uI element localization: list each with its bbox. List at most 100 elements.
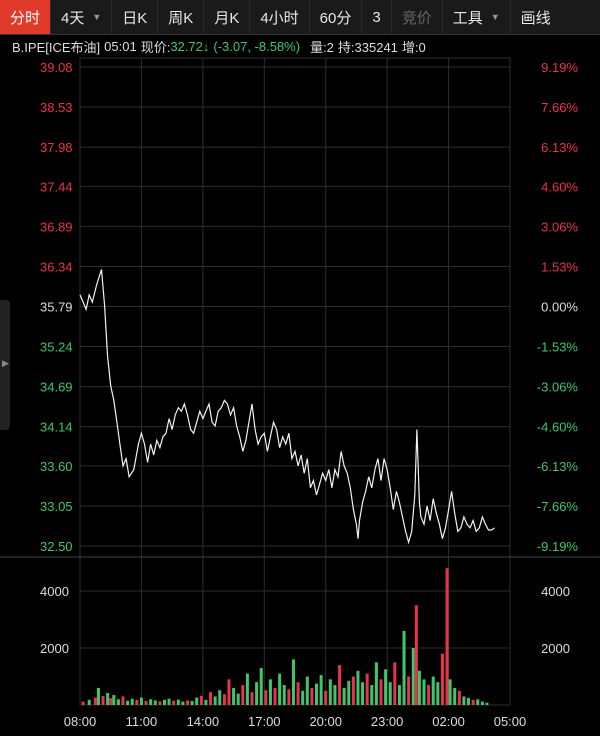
toolbar-button-7[interactable]: 3 <box>362 0 392 34</box>
volume-bar <box>109 698 113 705</box>
caret-down-icon: ▼ <box>92 12 102 22</box>
volume-bar <box>227 679 231 705</box>
volume-bar <box>476 699 480 705</box>
price-tick-label: 34.69 <box>40 380 73 395</box>
toolbar-button-label: 3 <box>372 8 381 26</box>
volume-bar <box>457 690 461 705</box>
volume-bar <box>485 702 489 705</box>
volume-bar <box>379 679 383 705</box>
volume-bar <box>135 699 139 705</box>
side-panel-handle[interactable]: ▶ <box>0 300 10 430</box>
volume-bar <box>87 699 91 705</box>
volume-bar <box>186 700 189 705</box>
volume-bar <box>471 699 475 705</box>
time-tick-label: 14:00 <box>187 714 220 729</box>
percent-tick-label: -7.66% <box>537 499 579 514</box>
percent-tick-label: -3.06% <box>537 380 579 395</box>
volume-bar <box>324 690 328 705</box>
volume-bar <box>422 679 426 705</box>
volume-bar <box>384 669 388 705</box>
quote-time: 05:01 <box>104 38 137 54</box>
volume-bar <box>333 685 337 705</box>
volume-bar <box>93 697 97 705</box>
toolbar-button-2[interactable]: 日K <box>112 0 159 34</box>
price-line <box>79 269 495 545</box>
toolbar-button-6[interactable]: 60分 <box>310 0 363 34</box>
volume-bar <box>445 568 449 705</box>
volume-bar <box>181 701 185 705</box>
volume-bar <box>393 662 397 705</box>
toolbar-button-10[interactable]: 画线 <box>511 0 561 34</box>
time-tick-label: 17:00 <box>248 714 281 729</box>
volume-bar <box>273 687 277 705</box>
volume-bar <box>176 699 180 705</box>
percent-tick-label: 6.13% <box>541 140 578 155</box>
volume-bar <box>319 675 323 705</box>
price-tick-label: 32.50 <box>40 539 73 554</box>
percent-tick-label: -4.60% <box>537 420 579 435</box>
toolbar-button-5[interactable]: 4小时 <box>250 0 310 34</box>
price-tick-label: 39.08 <box>40 60 73 75</box>
volume-bar <box>130 698 134 705</box>
volume-bar <box>139 697 143 705</box>
toolbar-button-label: 4小时 <box>260 9 299 27</box>
volume-bar <box>462 696 466 705</box>
toolbar-button-label: 分时 <box>10 9 41 27</box>
volume-bar <box>347 680 351 705</box>
toolbar-button-9[interactable]: 工具 ▼ <box>443 0 511 34</box>
price-label: 现价: <box>140 39 171 55</box>
volume-bar <box>351 676 355 705</box>
toolbar-button-3[interactable]: 周K <box>158 0 205 34</box>
toolbar-button-8[interactable]: 竞价 <box>392 0 443 34</box>
volume-bar <box>167 698 171 705</box>
volume-tick-label: 2000 <box>40 641 69 656</box>
price-tick-label: 35.24 <box>40 340 73 355</box>
symbol-name: B.IPE[ICE布油] <box>12 39 101 55</box>
volume-bar <box>411 648 415 705</box>
volume-bar <box>101 695 105 705</box>
volume-bar <box>121 696 125 705</box>
volume-tick-label-right: 2000 <box>541 641 570 656</box>
volume-bar <box>338 665 342 705</box>
toolbar-button-label: 日K <box>122 9 148 27</box>
volume-bar <box>106 693 110 705</box>
price-change: (-3.07, -8.58%) <box>213 38 301 54</box>
volume-bar <box>282 685 286 705</box>
volume-bar <box>370 685 374 705</box>
volume-bar <box>388 682 392 705</box>
volume-bar <box>315 683 318 705</box>
caret-down-icon: ▼ <box>490 12 500 22</box>
volume-bar <box>153 700 157 705</box>
toolbar: 分时 4天 ▼ 日K 周K 月K 4小时 60分 3 竞价 工具 ▼ 画线 <box>0 0 600 35</box>
volume-bar <box>250 692 254 705</box>
price-tick-label: 36.34 <box>40 259 73 274</box>
volume-bar <box>222 694 226 705</box>
toolbar-button-label: 月K <box>214 9 240 27</box>
volume-bar <box>245 673 249 705</box>
volume-bar <box>296 682 300 705</box>
volume-bar <box>255 682 259 705</box>
volume-bar <box>149 699 153 705</box>
volume-bar <box>112 695 116 705</box>
time-tick-label: 05:00 <box>494 714 527 729</box>
volume-bar <box>162 699 166 705</box>
chevron-right-icon: ▶ <box>2 358 9 368</box>
volume-bar <box>467 697 471 705</box>
volume-bar <box>365 673 369 705</box>
volume-bar <box>209 692 213 705</box>
toolbar-button-4[interactable]: 月K <box>204 0 251 34</box>
price-tick-label: 35.79 <box>40 300 73 315</box>
volume-bar <box>195 697 199 705</box>
toolbar-button-1[interactable]: 4天 ▼ <box>51 0 113 34</box>
time-tick-label: 11:00 <box>126 714 158 729</box>
volume-bar <box>268 679 272 705</box>
price-tick-label: 37.44 <box>40 179 73 194</box>
volume-bar <box>402 630 406 705</box>
volume-bar <box>158 701 162 705</box>
volume-bar <box>310 687 314 705</box>
volume-bar <box>448 679 452 705</box>
toolbar-button-0[interactable]: 分时 <box>0 0 52 34</box>
volume-bar <box>480 701 484 705</box>
volume-bar <box>190 701 194 705</box>
